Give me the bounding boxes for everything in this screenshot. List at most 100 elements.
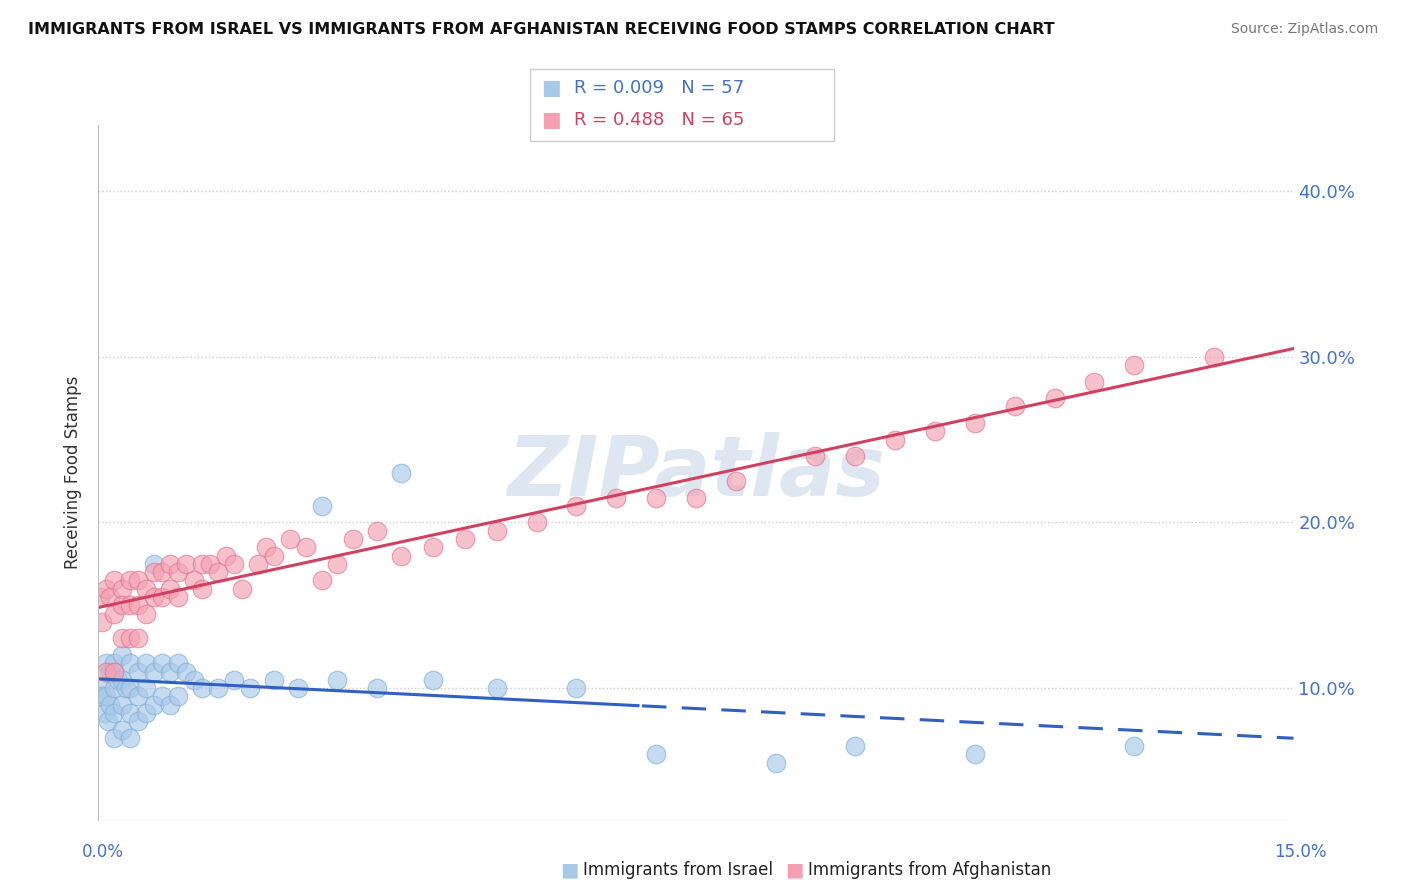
Point — [159, 557, 181, 571]
Text: 0.0%: 0.0% — [82, 843, 124, 861]
Point — [143, 698, 166, 712]
Point — [120, 731, 142, 745]
Point — [645, 747, 668, 762]
Point — [342, 532, 364, 546]
Point — [366, 524, 388, 538]
Point — [96, 582, 118, 596]
Text: IMMIGRANTS FROM ISRAEL VS IMMIGRANTS FROM AFGHANISTAN RECEIVING FOOD STAMPS CORR: IMMIGRANTS FROM ISRAEL VS IMMIGRANTS FRO… — [28, 22, 1054, 37]
Point — [263, 673, 285, 687]
Point — [127, 665, 149, 679]
Point — [135, 607, 157, 621]
Point — [111, 723, 134, 737]
Point — [159, 698, 181, 712]
Point — [135, 657, 157, 671]
Point — [150, 565, 173, 579]
Point — [804, 449, 827, 463]
Point — [685, 491, 707, 505]
Point — [103, 574, 125, 588]
Point — [278, 532, 301, 546]
Point — [724, 474, 747, 488]
Point — [143, 557, 166, 571]
Point — [389, 549, 412, 563]
Text: 15.0%: 15.0% — [1274, 843, 1327, 861]
Point — [91, 690, 114, 704]
Point — [287, 681, 309, 695]
Point — [231, 582, 253, 596]
Text: R = 0.009   N = 57: R = 0.009 N = 57 — [574, 79, 744, 97]
Point — [963, 747, 986, 762]
Point — [254, 541, 277, 555]
Point — [565, 499, 588, 513]
Point — [91, 615, 114, 629]
Point — [127, 574, 149, 588]
Point — [485, 524, 508, 538]
Point — [103, 731, 125, 745]
Point — [103, 657, 125, 671]
Point — [100, 590, 122, 604]
Point — [239, 681, 262, 695]
Point — [94, 706, 117, 720]
Point — [89, 681, 111, 695]
Text: ZIPatlas: ZIPatlas — [508, 433, 884, 513]
Point — [103, 681, 125, 695]
Point — [963, 416, 986, 430]
Text: ■: ■ — [785, 860, 804, 880]
Text: Immigrants from Afghanistan: Immigrants from Afghanistan — [808, 861, 1052, 879]
Point — [183, 574, 205, 588]
Point — [454, 532, 477, 546]
Point — [263, 549, 285, 563]
Point — [150, 690, 173, 704]
Point — [111, 632, 134, 646]
Point — [174, 557, 197, 571]
Point — [1004, 400, 1026, 414]
Point — [485, 681, 508, 695]
Point — [311, 499, 333, 513]
Point — [120, 574, 142, 588]
Point — [159, 582, 181, 596]
Point — [111, 673, 134, 687]
Point — [135, 681, 157, 695]
Point — [294, 541, 316, 555]
Point — [1123, 358, 1146, 372]
Point — [111, 698, 134, 712]
Point — [167, 657, 190, 671]
Point — [120, 632, 142, 646]
Point — [526, 516, 548, 530]
Point — [191, 582, 214, 596]
Point — [107, 673, 129, 687]
Point — [565, 681, 588, 695]
Point — [100, 698, 122, 712]
Point — [198, 557, 221, 571]
Point — [127, 714, 149, 729]
Text: Immigrants from Israel: Immigrants from Israel — [583, 861, 773, 879]
Point — [120, 657, 142, 671]
Point — [135, 706, 157, 720]
Point — [96, 657, 118, 671]
Point — [111, 648, 134, 662]
Point — [207, 681, 229, 695]
Point — [605, 491, 627, 505]
Point — [103, 706, 125, 720]
Point — [422, 673, 444, 687]
Point — [135, 582, 157, 596]
Point — [191, 681, 214, 695]
Point — [326, 557, 349, 571]
Point — [246, 557, 269, 571]
Point — [127, 632, 149, 646]
Point — [207, 565, 229, 579]
Point — [222, 557, 245, 571]
Point — [191, 557, 214, 571]
Point — [389, 466, 412, 480]
Point — [1043, 391, 1066, 405]
Point — [103, 607, 125, 621]
Point — [884, 433, 907, 447]
Point — [1083, 375, 1105, 389]
Point — [120, 706, 142, 720]
Point — [924, 425, 946, 439]
Point — [311, 574, 333, 588]
Point — [159, 665, 181, 679]
Point — [326, 673, 349, 687]
Point — [111, 599, 134, 613]
Point — [645, 491, 668, 505]
Point — [150, 657, 173, 671]
